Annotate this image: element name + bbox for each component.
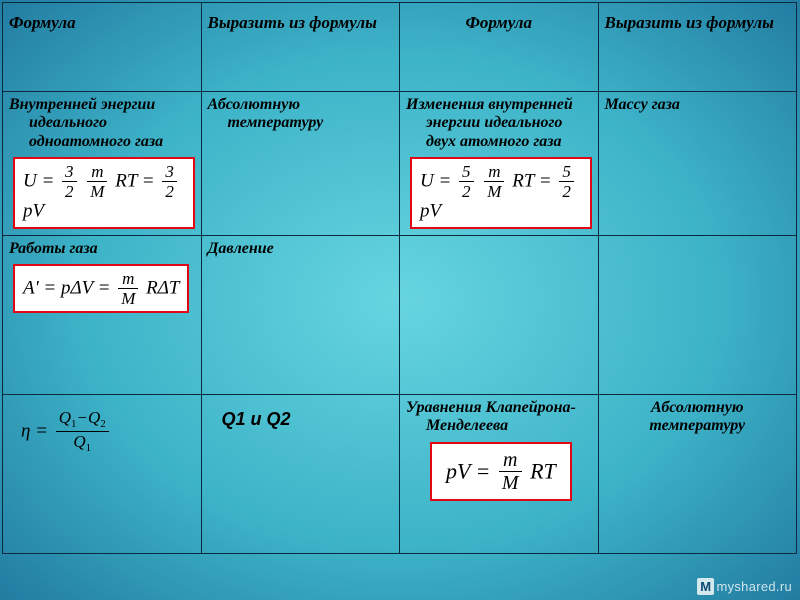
watermark-text: myshared.ru (716, 579, 792, 594)
table-row: η = Q1−Q2 Q1 Q1 и Q2 Уравнения Клапейрон… (3, 394, 797, 553)
cell-mass-gas: Массу газа (598, 92, 797, 236)
watermark-badge-icon: M (697, 578, 714, 595)
cell-internal-energy-di: Изменения внутренней энергии идеального … (400, 92, 599, 236)
cell-internal-energy-mono: Внутренней энергии идеального одноатомно… (3, 92, 202, 236)
formula-internal-energy-di: U = 52 mM RT = 52 pV (410, 157, 592, 229)
cell-title: Абсолютную температуру (208, 96, 394, 133)
cell-work-gas: Работы газа A' = pΔV = mM RΔT (3, 235, 202, 394)
cell-title: Внутренней энергии идеального одноатомно… (9, 96, 195, 151)
watermark: Mmyshared.ru (697, 579, 792, 594)
cell-q1-q2: Q1 и Q2 (201, 394, 400, 553)
cell-empty-r2c2 (400, 235, 599, 394)
formula-table: Формула Выразить из формулы Формула Выра… (2, 2, 797, 554)
cell-empty-r2c3 (598, 235, 797, 394)
header-formula-2: Формула (400, 3, 599, 92)
formula-efficiency: η = Q1−Q2 Q1 (13, 405, 120, 458)
cell-title: Изменения внутренней энергии идеального … (406, 96, 592, 151)
table-row: Работы газа A' = pΔV = mM RΔT Давление (3, 235, 797, 394)
cell-title: Работы газа (9, 240, 195, 258)
formula-clapeyron: pV = mM RT (430, 442, 572, 501)
cell-clapeyron: Уравнения Клапейрона-Менделеева pV = mM … (400, 394, 599, 553)
cell-efficiency: η = Q1−Q2 Q1 (3, 394, 202, 553)
cell-abs-temp-1: Абсолютную температуру (201, 92, 400, 236)
header-formula-1: Формула (3, 3, 202, 92)
header-express-1: Выразить из формулы (201, 3, 400, 92)
cell-title: Абсолютную температуру (605, 399, 791, 436)
cell-abs-temp-2: Абсолютную температуру (598, 394, 797, 553)
formula-work-gas: A' = pΔV = mM RΔT (13, 264, 189, 313)
cell-title: Уравнения Клапейрона-Менделеева (406, 399, 592, 436)
q-label: Q1 и Q2 (208, 399, 394, 430)
header-row: Формула Выразить из формулы Формула Выра… (3, 3, 797, 92)
cell-pressure: Давление (201, 235, 400, 394)
formula-table-container: Формула Выразить из формулы Формула Выра… (2, 2, 797, 554)
cell-title: Давление (208, 240, 394, 258)
table-row: Внутренней энергии идеального одноатомно… (3, 92, 797, 236)
formula-internal-energy-mono: U = 32 mM RT = 32 pV (13, 157, 195, 229)
header-express-2: Выразить из формулы (598, 3, 797, 92)
cell-title: Массу газа (605, 96, 791, 114)
